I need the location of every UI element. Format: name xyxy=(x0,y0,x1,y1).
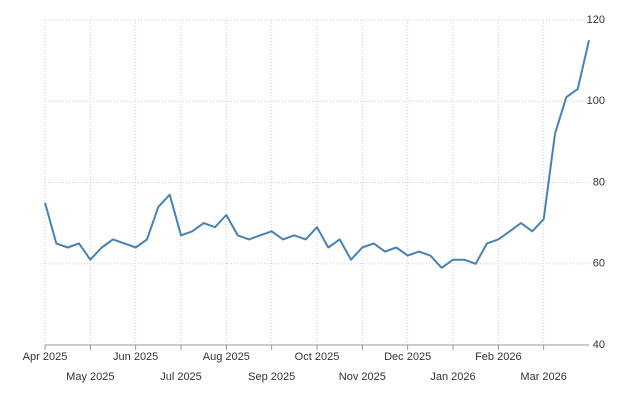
x-tick-label: May 2025 xyxy=(66,371,114,383)
x-tick-label: Nov 2025 xyxy=(339,371,386,383)
x-tick-label: Jun 2025 xyxy=(113,351,158,363)
x-tick-label: Jan 2026 xyxy=(430,371,475,383)
y-tick-label: 120 xyxy=(587,14,605,26)
x-tick-label: Sep 2025 xyxy=(248,371,295,383)
y-tick-label: 100 xyxy=(587,95,605,107)
x-tick-label: Oct 2025 xyxy=(295,351,340,363)
x-tick-label: Mar 2026 xyxy=(520,371,566,383)
x-tick-label: Aug 2025 xyxy=(203,351,250,363)
x-tick-label: Feb 2026 xyxy=(475,351,521,363)
y-tick-label: 60 xyxy=(593,258,605,270)
y-tick-label: 80 xyxy=(593,176,605,188)
data-line xyxy=(44,40,590,269)
x-tick-label: Jul 2025 xyxy=(160,371,202,383)
x-tick-label: Dec 2025 xyxy=(384,351,431,363)
y-tick-label: 40 xyxy=(593,339,605,351)
x-tick-label: Apr 2025 xyxy=(23,351,68,363)
